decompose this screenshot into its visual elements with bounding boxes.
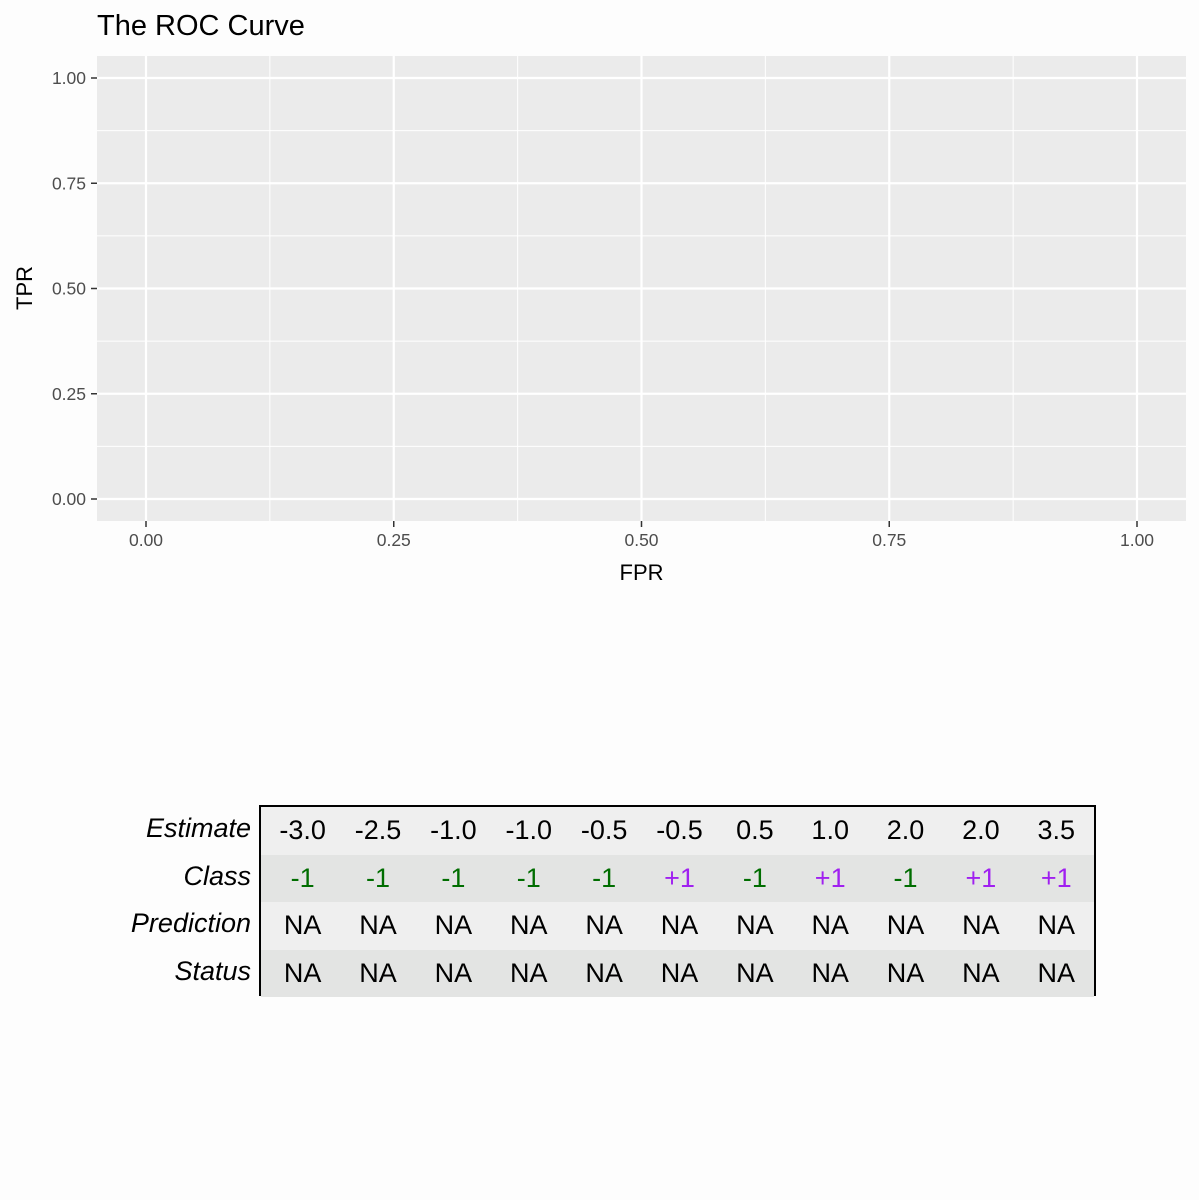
prediction-cell: NA [359,910,397,941]
chart-title: The ROC Curve [97,10,305,42]
row-label-estimate: Estimate [145,813,251,843]
row-label-prediction: Prediction [130,908,251,938]
status-cell: NA [660,957,699,988]
x-tick-label: 0.00 [129,530,163,550]
estimate-cell: 3.5 [1037,815,1076,846]
prediction-cell: NA [1037,910,1076,941]
y-tick-label: 0.50 [52,279,86,299]
prediction-cell: NA [811,910,849,941]
status-cell: NA [962,957,1000,988]
y-tick-label: 0.00 [52,489,86,509]
y-tick-label: 1.00 [52,68,86,88]
status-row: NA NA NA NA NA NA NA NA NA NA NA [261,949,1094,997]
class-cell: -1 [592,862,617,893]
y-axis-ticks: 0.00 0.25 0.50 0.75 1.00 [52,68,97,509]
status-cell: NA [359,957,397,988]
row-label-status: Status [174,955,251,986]
grid-lines [97,56,1186,521]
prediction-cell: NA [962,910,1000,941]
class-cell: -1 [366,862,391,893]
estimate-cell: 1.0 [811,815,849,846]
status-cell: NA [811,957,849,988]
estimate-cell: 2.0 [962,815,1000,846]
estimate-cell: -3.0 [279,815,326,846]
class-cell: +1 [814,862,846,893]
table-grid: -3.0 -2.5 -1.0 -1.0 -0.5 -0.5 0.5 1.0 2.0 2.0 3.5 … [259,805,1096,997]
prediction-cell: NA [886,910,925,941]
y-tick-label: 0.75 [52,173,86,193]
class-cell: -1 [516,862,541,893]
prediction-cell: NA [660,910,699,941]
class-cell: -1 [893,862,918,893]
estimate-cell: -0.5 [580,815,628,846]
status-cell: NA [1037,957,1076,988]
class-cell: +1 [1040,862,1072,893]
prediction-cell: NA [585,910,623,941]
prediction-cell: NA [434,910,473,941]
x-tick-label: 0.25 [377,530,411,550]
estimate-cell: -0.5 [656,815,703,846]
prediction-cell: NA [283,910,322,941]
status-cell: NA [736,957,774,988]
class-row: -1 -1 -1 -1 -1 +1 -1 +1 -1 +1 +1 [261,854,1094,902]
class-cell: +1 [965,862,997,893]
status-cell: NA [510,957,548,988]
roc-chart: The ROC Curve 0.000.250.500.751.00 0.00 0… [12,10,1186,585]
prediction-row: NA NA NA NA NA NA NA NA NA NA NA [261,902,1094,950]
estimate-row: -3.0 -2.5 -1.0 -1.0 -0.5 -0.5 0.5 1.0 2.0 2.0 3.5 [261,807,1094,855]
class-cell: -1 [441,862,466,893]
status-cell: NA [886,957,925,988]
estimate-cell: -2.5 [354,815,402,846]
status-cell: NA [283,957,322,988]
estimate-cell: -1.0 [430,815,477,846]
status-cell: NA [434,957,473,988]
class-cell: +1 [664,862,695,893]
x-axis-title: FPR [620,560,664,585]
status-cell: NA [585,957,623,988]
x-tick-label: 0.50 [624,530,658,550]
row-label-class: Class [183,860,251,891]
class-cell: -1 [742,862,767,893]
estimate-cell: 2.0 [886,815,925,846]
y-tick-label: 0.25 [52,384,86,404]
estimate-cell: -1.0 [505,815,553,846]
class-cell: -1 [290,862,315,893]
prediction-cell: NA [510,910,548,941]
x-tick-label: 0.75 [872,530,906,550]
row-labels: Estimate Class Prediction Status [0,805,251,995]
prediction-cell: NA [736,910,774,941]
y-axis-title: TPR [12,266,37,310]
estimate-cell: 0.5 [736,815,774,846]
x-tick-label: 1.00 [1120,530,1154,550]
x-axis-ticks: 0.00 0.25 0.50 0.75 1.00 [129,521,1154,550]
